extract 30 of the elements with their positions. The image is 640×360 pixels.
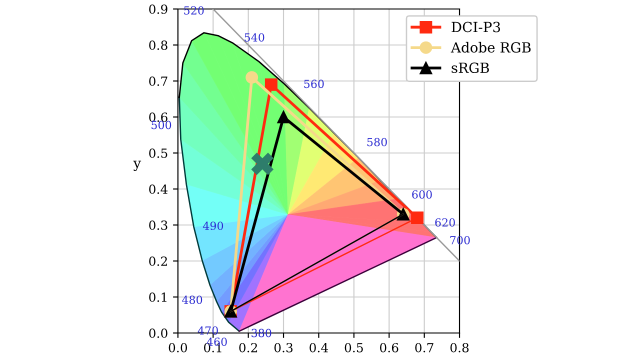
x-tick-label: 0.0 [168, 342, 188, 352]
annotation: 560 [304, 80, 324, 88]
annotation: 620 [435, 218, 455, 227]
y-tick-label: 0.6 [149, 112, 168, 122]
y-tick-label: 0.7 [149, 76, 168, 86]
y-tick-label: 0.4 [149, 184, 168, 194]
y-tick-label: 0.1 [149, 292, 166, 302]
annotation: 480 [182, 296, 202, 304]
annotation: 600 [412, 190, 432, 199]
x-tick-label: 0.5 [344, 342, 363, 352]
x-tick-label: 0.3 [274, 342, 293, 352]
y-tick-label: 0.3 [149, 220, 168, 230]
y-tick-label: 0.8 [149, 40, 168, 50]
annotation: 540 [244, 33, 264, 42]
x-tick-label: 0.4 [310, 342, 328, 352]
legend-label: Adobe RGB [450, 42, 531, 53]
legend-label: sRGB [452, 62, 489, 74]
legend-label: DCI-P3 [452, 22, 500, 32]
y-tick-label: 0.2 [149, 256, 167, 266]
x-tick-label: 0.8 [450, 342, 469, 352]
annotation: 500 [152, 120, 172, 130]
y-tick-label: 0.9 [149, 4, 168, 14]
y-axis-title: y [133, 160, 142, 171]
y-tick-label: 0.0 [149, 328, 168, 338]
annotation: 490 [202, 222, 224, 230]
annotation: 580 [367, 138, 387, 146]
y-tick-label: 0.5 [149, 148, 168, 158]
x-tick-label: 0.2 [239, 342, 258, 352]
x-tick-label: 0.7 [415, 342, 434, 352]
x-tick-label: 0.6 [380, 342, 398, 352]
